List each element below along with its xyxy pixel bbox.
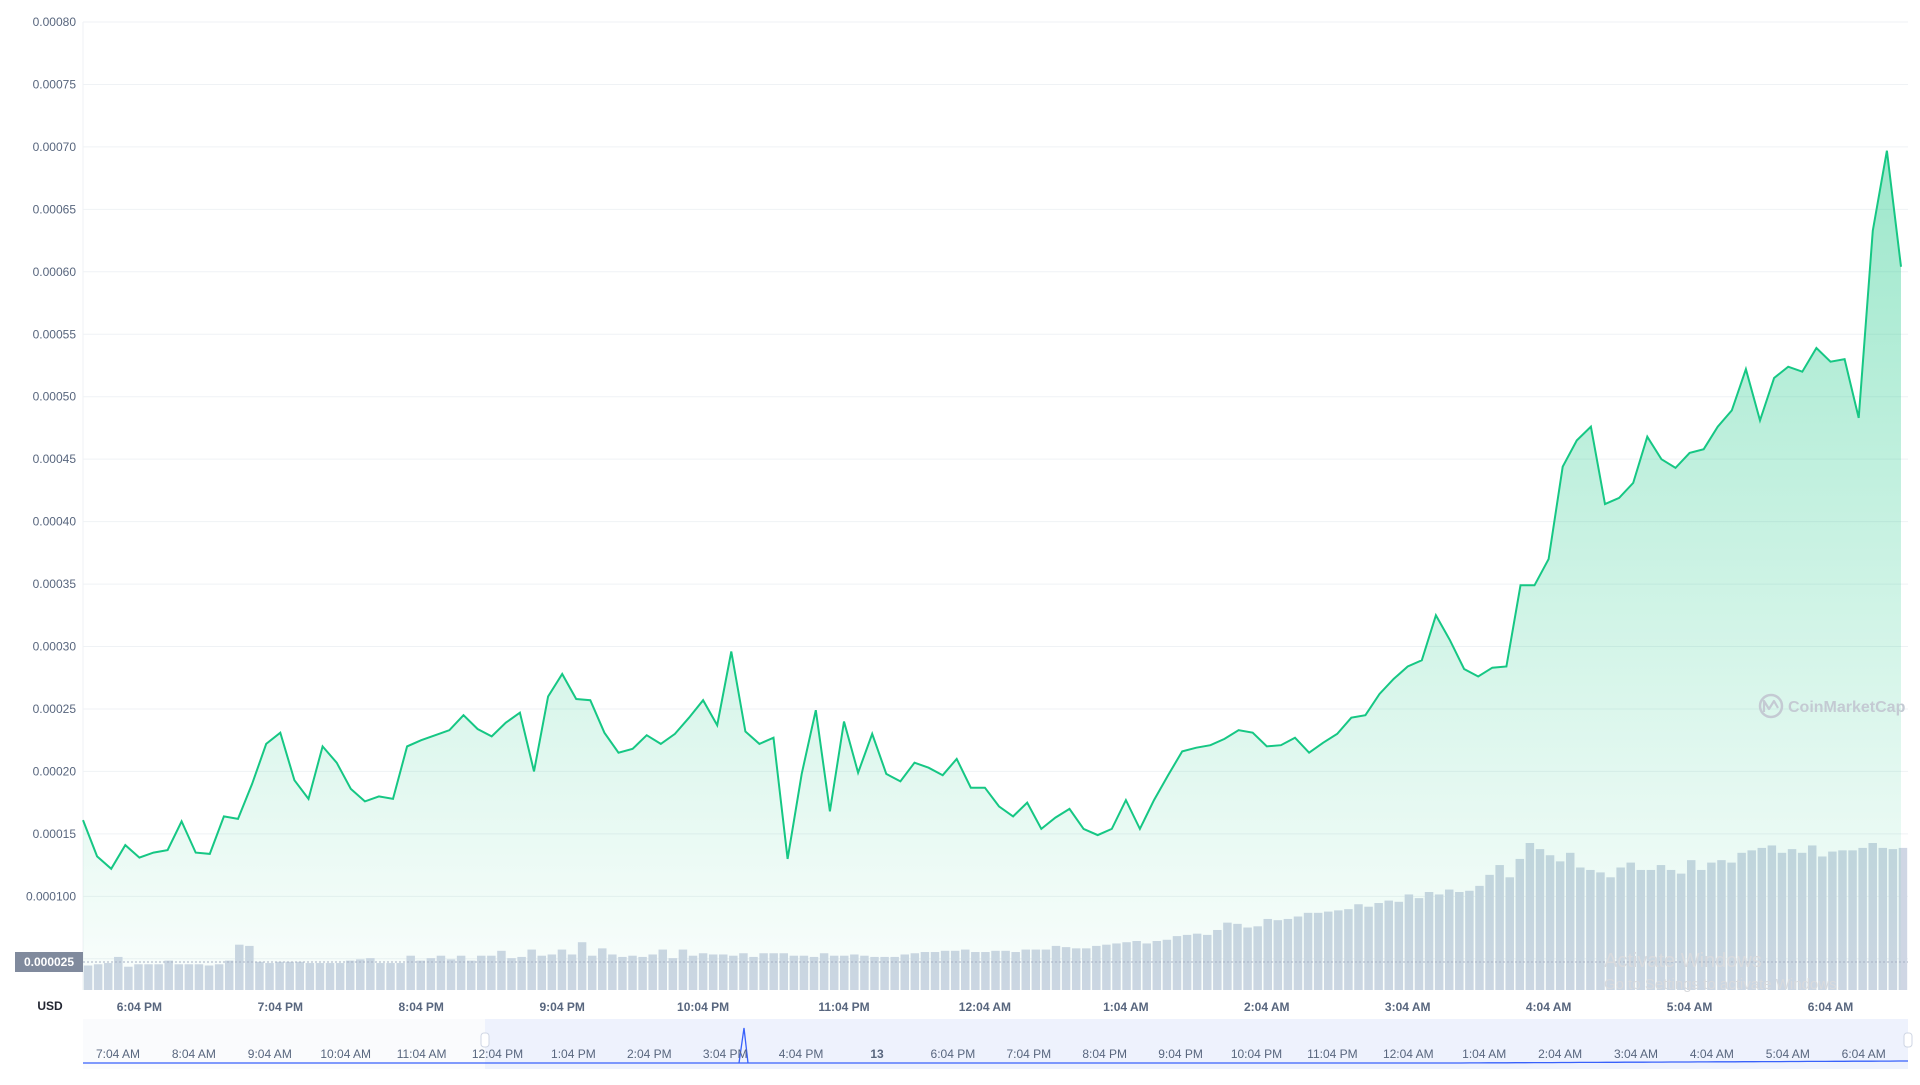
y-tick-label: 0.00050 <box>33 390 77 404</box>
x-tick-label: 4:04 AM <box>1526 1000 1572 1014</box>
x-tick-label: 8:04 PM <box>399 1000 444 1014</box>
navigator-selection[interactable] <box>485 1019 1908 1069</box>
navigator-tick-label: 12:04 AM <box>1383 1047 1434 1061</box>
y-tick-label: 0.00030 <box>33 640 77 654</box>
current-price-tag-bg <box>15 952 83 972</box>
y-tick-label: 0.00065 <box>33 202 77 216</box>
x-tick-label: 3:04 AM <box>1385 1000 1431 1014</box>
navigator-tick-label: 6:04 AM <box>1842 1047 1886 1061</box>
navigator-tick-label: 13 <box>870 1047 884 1061</box>
navigator-tick-label: 3:04 PM <box>703 1047 748 1061</box>
y-tick-label: 0.00070 <box>33 140 77 154</box>
coinmarketcap-logo-icon <box>1758 693 1784 719</box>
activate-windows-overlay: Activate Windows Go to Settings to activ… <box>1604 950 1841 993</box>
y-tick-label: 0.00015 <box>33 827 77 841</box>
navigator-tick-label: 8:04 AM <box>172 1047 216 1061</box>
watermark-text: CoinMarketCap <box>1788 699 1906 716</box>
navigator-tick-label: 1:04 AM <box>1462 1047 1506 1061</box>
navigator-tick-label: 10:04 AM <box>320 1047 371 1061</box>
navigator-tick-label: 11:04 AM <box>397 1047 447 1061</box>
navigator-tick-label: 2:04 PM <box>627 1047 672 1061</box>
navigator-left-handle[interactable] <box>480 1032 490 1048</box>
coinmarketcap-watermark: CoinMarketCap <box>1758 693 1906 719</box>
activate-windows-title: Activate Windows <box>1604 950 1762 972</box>
y-tick-label: 0.00080 <box>33 15 77 29</box>
volume-bar <box>1898 847 1908 990</box>
navigator-tick-label: 9:04 AM <box>248 1047 292 1061</box>
range-navigator[interactable]: 7:04 AM 8:04 AM 9:04 AM 10:04 AM 11:04 AM 12:… <box>83 1019 1913 1069</box>
navigator-tick-label: 8:04 PM <box>1082 1047 1127 1061</box>
price-area <box>83 150 1901 990</box>
current-price-label: 0.000025 <box>24 955 74 969</box>
x-tick-label: 6:04 AM <box>1808 1000 1854 1014</box>
currency-label: USD <box>37 999 63 1013</box>
navigator-line <box>83 1027 1908 1064</box>
y-tick-label: 0.00020 <box>33 764 77 778</box>
navigator-right-handle[interactable] <box>1903 1032 1913 1048</box>
y-tick-label: 0.000100 <box>26 889 76 903</box>
activate-windows-subtitle: Go to Settings to activate Windows. <box>1604 976 1841 993</box>
y-tick-label: 0.00040 <box>33 515 77 529</box>
navigator-tick-label: 6:04 PM <box>931 1047 976 1061</box>
y-tick-label: 0.00025 <box>33 702 77 716</box>
price-line <box>82 150 1902 871</box>
navigator-tick-label: 3:04 AM <box>1614 1047 1658 1061</box>
coinmarketcap-logo-mark <box>1762 699 1779 712</box>
navigator-tick-label: 2:04 AM <box>1538 1047 1582 1061</box>
navigator-tick-label: 4:04 PM <box>779 1047 824 1061</box>
navigator-ticks: 7:04 AM 8:04 AM 9:04 AM 10:04 AM 11:04 AM 12:… <box>96 1047 1886 1061</box>
navigator-tick-label: 12:04 PM <box>472 1047 523 1061</box>
navigator-tick-label: 9:04 PM <box>1158 1047 1203 1061</box>
x-tick-label: 7:04 PM <box>258 1000 303 1014</box>
x-tick-label: 1:04 AM <box>1103 1000 1149 1014</box>
x-tick-label: 6:04 PM <box>117 1000 162 1014</box>
navigator-tick-label: 7:04 AM <box>96 1047 140 1061</box>
y-tick-label: 0.00075 <box>33 77 77 91</box>
navigator-tick-label: 7:04 PM <box>1006 1047 1051 1061</box>
navigator-tick-label: 10:04 PM <box>1231 1047 1282 1061</box>
x-tick-label: 10:04 PM <box>677 1000 729 1014</box>
y-tick-label: 0.00055 <box>33 327 77 341</box>
current-price-tag: 0.000025 <box>15 952 1908 972</box>
x-axis-ticks: 6:04 PM 7:04 PM 8:04 PM 9:04 PM 10:04 PM 11:0… <box>117 1000 1854 1014</box>
x-tick-label: 9:04 PM <box>539 1000 584 1014</box>
y-axis-ticks: 0.00080 0.00075 0.00070 0.00065 0.00060 0.000… <box>26 15 76 966</box>
navigator-tick-label: 11:04 PM <box>1307 1047 1357 1061</box>
x-tick-label: 11:04 PM <box>818 1000 869 1014</box>
y-tick-label: 0.00045 <box>33 452 77 466</box>
navigator-tick-label: 1:04 PM <box>551 1047 596 1061</box>
y-tick-label: 0.00060 <box>33 265 77 279</box>
x-tick-label: 5:04 AM <box>1667 1000 1713 1014</box>
y-tick-label: 0.00035 <box>33 577 77 591</box>
navigator-tick-label: 5:04 AM <box>1766 1047 1810 1061</box>
x-tick-label: 12:04 AM <box>959 1000 1011 1014</box>
navigator-tick-label: 4:04 AM <box>1690 1047 1734 1061</box>
x-tick-label: 2:04 AM <box>1244 1000 1290 1014</box>
